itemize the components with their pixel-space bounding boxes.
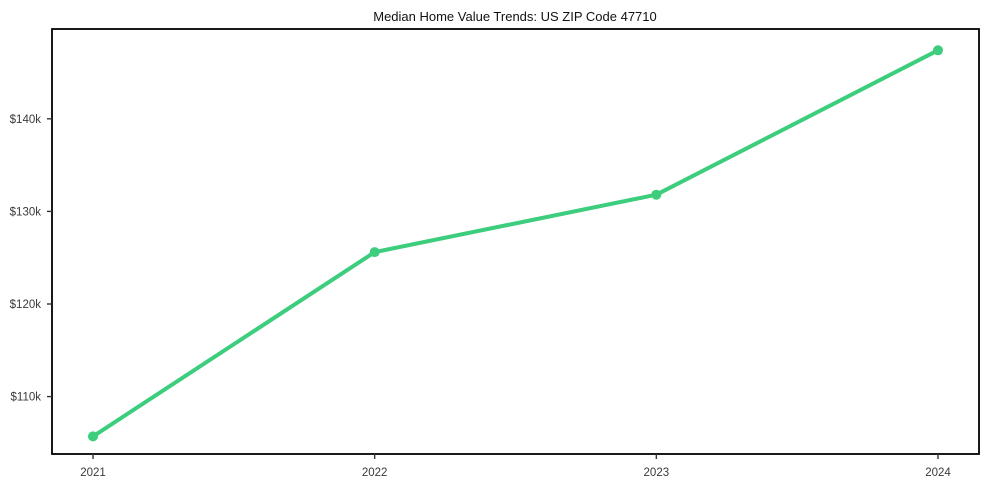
plot-frame [51,28,980,455]
plot-area: $110k $120k $130k $140k 2021 2022 2023 2024 [10,28,980,479]
y-tick-label: $110k [11,392,42,404]
data-point-marker [651,189,662,200]
y-tick-label: $130k [10,206,42,218]
x-tick-label: 2021 [80,467,106,479]
data-point-marker [933,45,943,56]
x-tick-label: 2023 [644,467,670,479]
x-tick-label: 2024 [925,467,951,479]
chart-title: Median Home Value Trends: US ZIP Code 47… [373,9,657,24]
x-tick-label: 2022 [362,467,388,479]
data-point-marker [369,247,380,258]
y-tick-label: $120k [10,299,42,311]
series-line [91,48,940,439]
data-point-marker [88,431,98,442]
y-tick-label: $140k [10,114,42,126]
